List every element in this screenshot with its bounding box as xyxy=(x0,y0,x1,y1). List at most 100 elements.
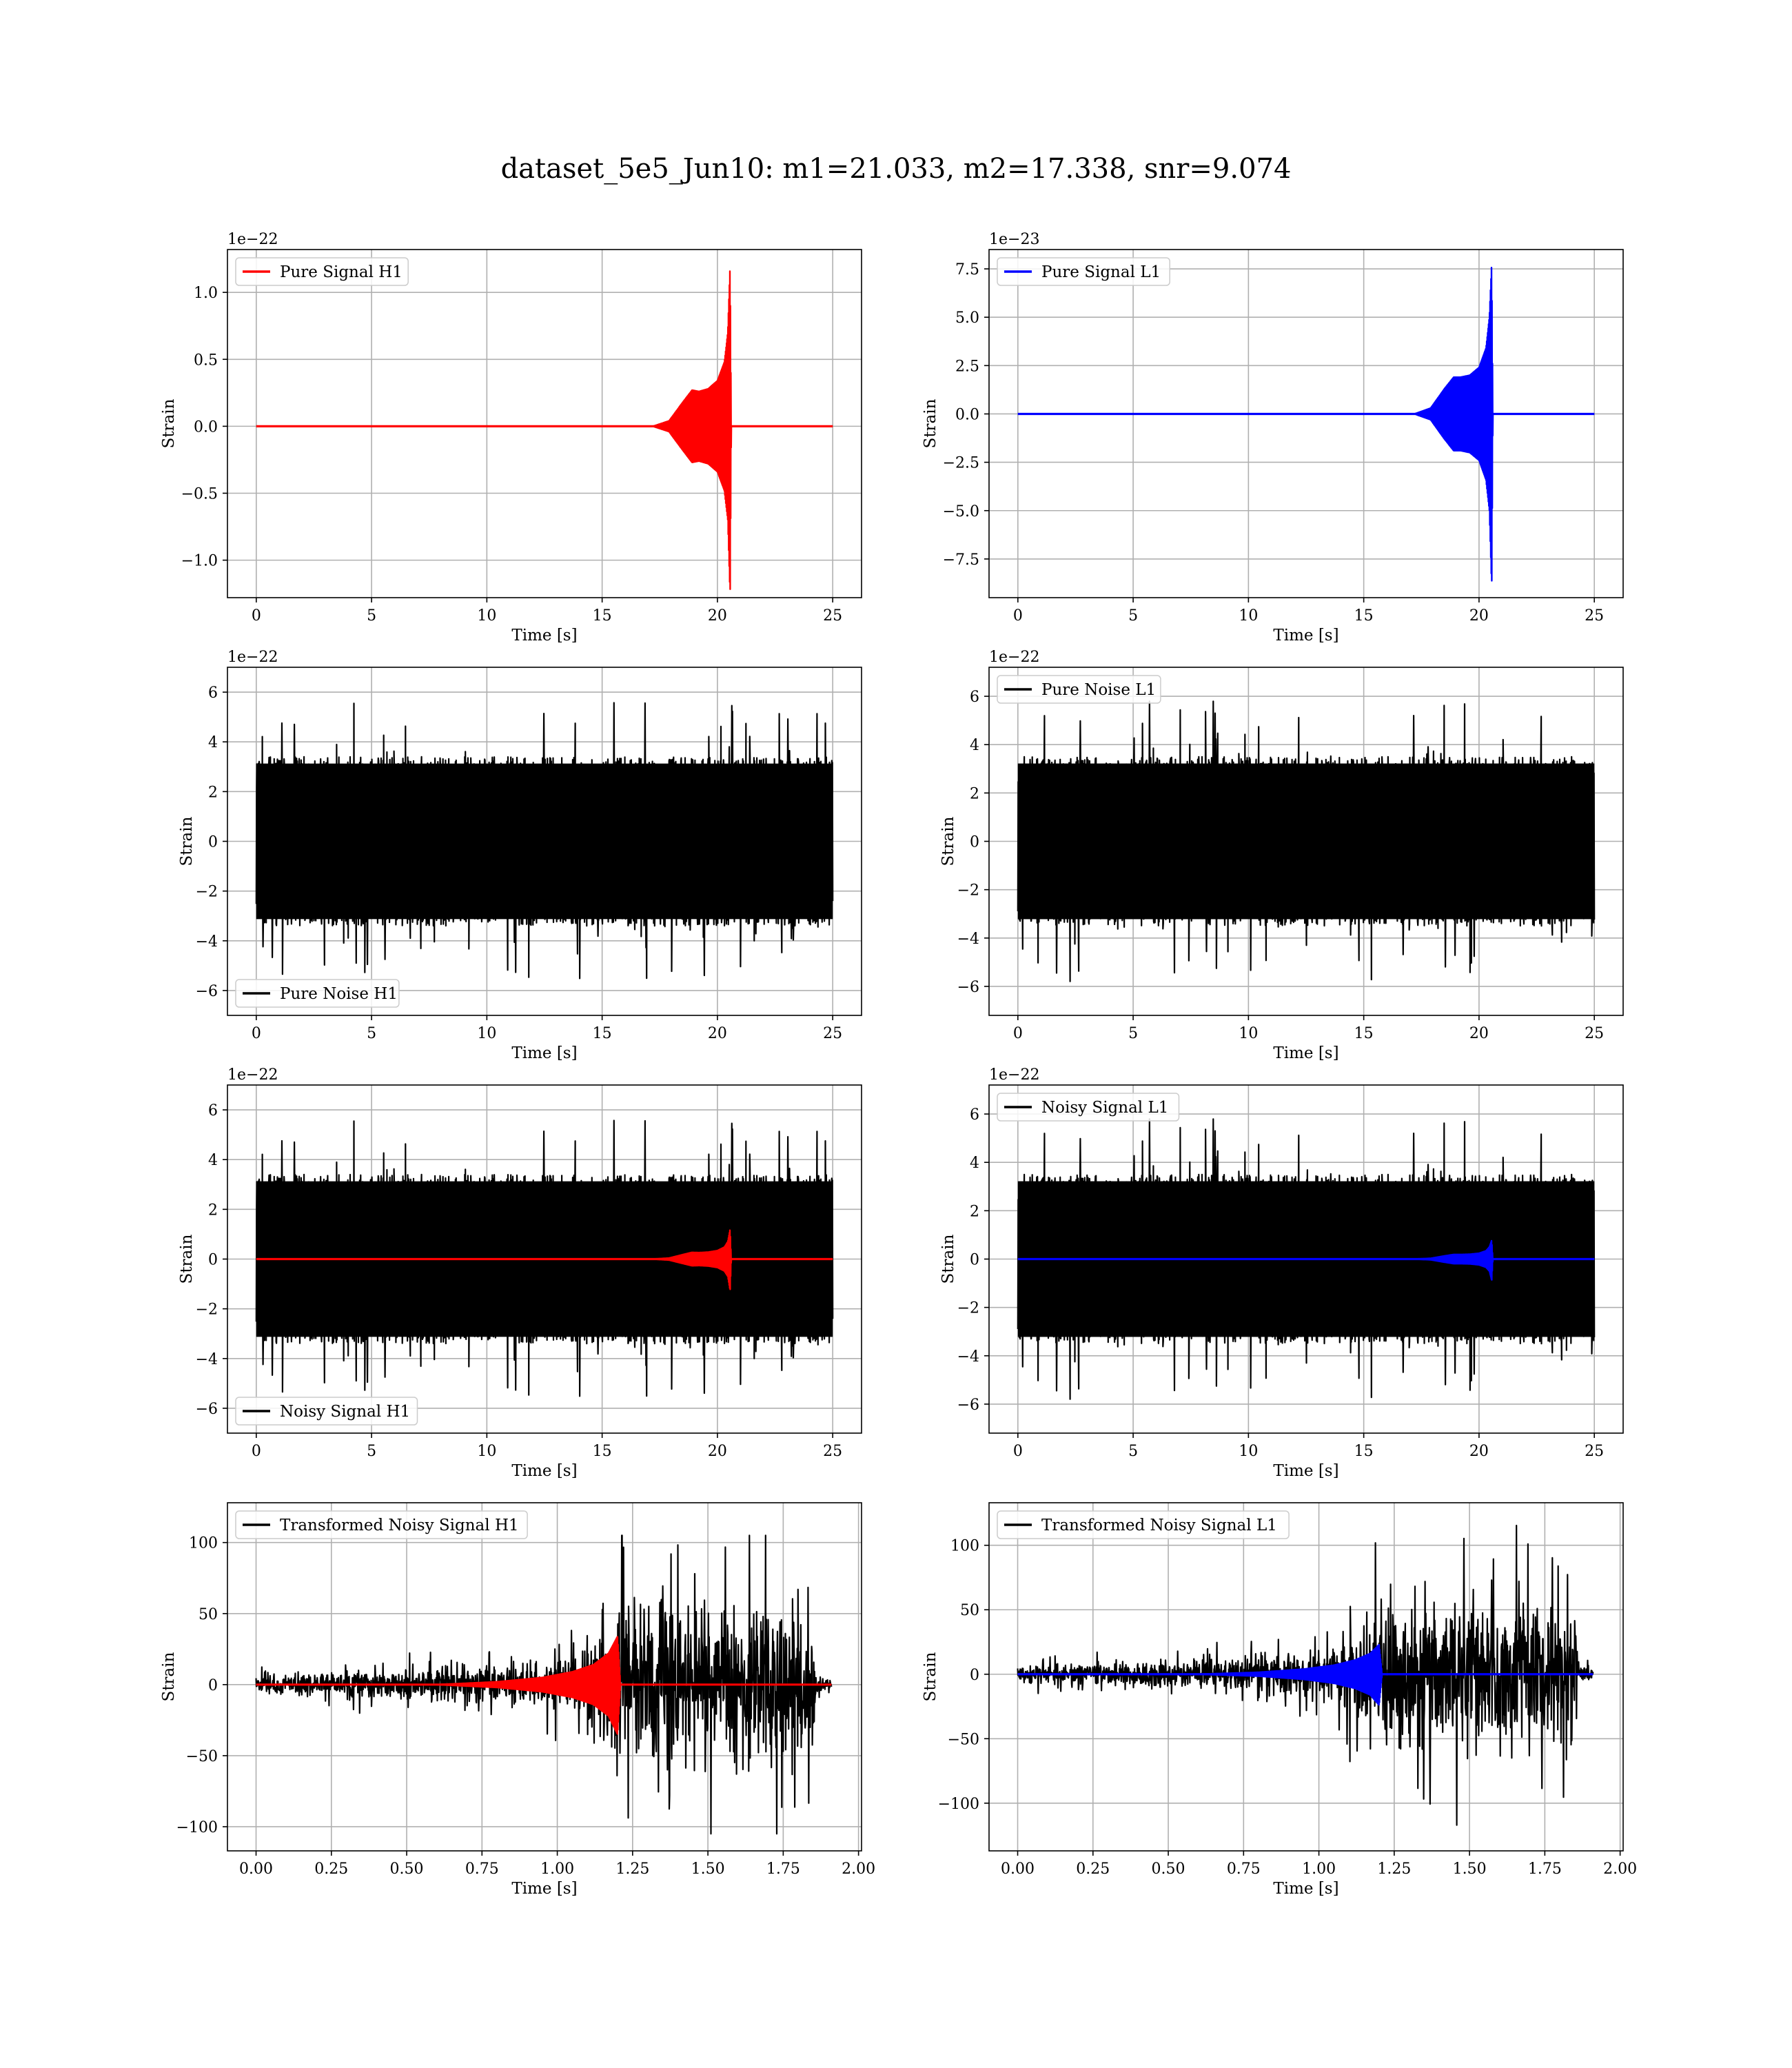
y-tick-label: −4 xyxy=(196,1351,218,1368)
legend: Pure Noise H1 xyxy=(235,979,400,1008)
y-tick-label: 4 xyxy=(208,1152,218,1169)
y-axis-label: Strain xyxy=(922,1652,939,1701)
legend-label: Noisy Signal H1 xyxy=(280,1403,410,1421)
subplot-2: 0 5 10 15 20 25 −7.5 −5.0 −2.5 0.0 2.5 5.0 7.5 Time [… xyxy=(922,231,1624,645)
subplot-7: 0.00 0.25 0.50 0.75 1.00 1.25 1.50 1.75 2.00 −100… xyxy=(160,1502,875,1898)
x-tick-label: 25 xyxy=(1585,1025,1604,1042)
series-1 xyxy=(1017,700,1596,982)
legend-box xyxy=(235,257,409,286)
legend: Pure Noise L1 xyxy=(997,675,1161,704)
subplot-3: 0 5 10 15 20 25 −6 −4 −2 0 2 4 6 Time [s] Strain 1e−22 P… xyxy=(178,649,862,1062)
x-tick-label: 10 xyxy=(477,1443,496,1460)
y-tick-label: 4 xyxy=(970,1155,979,1172)
y-tick-label: −2 xyxy=(196,1301,218,1319)
x-tick-label: 1.50 xyxy=(1453,1861,1487,1878)
legend-label: Transformed Noisy Signal H1 xyxy=(280,1517,519,1534)
x-tick-label: 0 xyxy=(1013,607,1023,625)
axes-frame xyxy=(988,1502,1624,1852)
axis-offset-text: 1e−22 xyxy=(227,649,278,666)
y-axis-label: Strain xyxy=(160,1652,178,1701)
x-tick-label: 1.50 xyxy=(691,1861,725,1878)
plot-area xyxy=(1017,267,1595,582)
y-tick-label: 0 xyxy=(208,1252,218,1269)
legend-label: Noisy Signal L1 xyxy=(1041,1099,1168,1117)
plot-area xyxy=(255,1119,834,1397)
y-axis-label: Strain xyxy=(939,1234,957,1284)
x-tick-label: 15 xyxy=(1354,607,1374,625)
y-tick-label: 6 xyxy=(970,1106,979,1124)
axes-frame xyxy=(988,249,1624,598)
subplot-6: 0 5 10 15 20 25 −6 −4 −2 0 2 4 6 Time [s] Strain 1e−22N… xyxy=(939,1066,1624,1480)
plot-area xyxy=(1017,1524,1594,1826)
x-tick-label: 25 xyxy=(823,607,842,625)
y-tick-label: 5.0 xyxy=(955,310,979,327)
series-line xyxy=(255,702,834,980)
x-tick-label: 2.00 xyxy=(842,1861,875,1878)
y-tick-label: −7.5 xyxy=(943,551,979,569)
y-tick-label: 2 xyxy=(208,784,218,801)
axes-frame xyxy=(227,667,862,1016)
y-tick-label: 0 xyxy=(970,834,979,851)
x-tick-label: 25 xyxy=(823,1025,842,1042)
legend-label: Pure Noise H1 xyxy=(280,985,398,1003)
plot-area xyxy=(255,702,834,980)
axis-offset-text: 1e−22 xyxy=(227,1066,278,1084)
legend-box xyxy=(997,1093,1180,1122)
plot-area xyxy=(256,270,833,590)
y-tick-label: 50 xyxy=(960,1602,979,1619)
y-tick-label: −100 xyxy=(176,1819,218,1836)
legend: Transformed Noisy Signal H1 xyxy=(235,1510,528,1539)
x-tick-label: 20 xyxy=(708,1025,727,1042)
legend-box xyxy=(997,675,1161,704)
x-tick-label: 5 xyxy=(1128,1025,1138,1042)
x-tick-label: 1.00 xyxy=(540,1861,574,1878)
plot-area xyxy=(1017,700,1596,982)
series-line xyxy=(1017,267,1595,582)
y-tick-label: −6 xyxy=(957,1397,979,1414)
y-tick-label: −100 xyxy=(938,1796,979,1813)
axes-frame xyxy=(988,1084,1624,1434)
x-tick-label: 15 xyxy=(593,607,612,625)
series-1 xyxy=(256,270,833,590)
x-axis-label: Time [s] xyxy=(1273,1044,1338,1062)
y-tick-label: 4 xyxy=(970,737,979,754)
x-axis-label: Time [s] xyxy=(511,1880,577,1898)
legend-box xyxy=(235,1397,418,1426)
x-tick-label: 0 xyxy=(1013,1443,1023,1460)
y-tick-label: 0 xyxy=(970,1252,979,1269)
series-line xyxy=(1017,1644,1594,1706)
y-tick-label: −5.0 xyxy=(943,503,979,520)
y-tick-label: 2.5 xyxy=(955,358,979,375)
x-tick-label: 1.25 xyxy=(615,1861,649,1878)
y-tick-label: −6 xyxy=(957,979,979,996)
x-tick-label: 10 xyxy=(477,607,496,625)
y-axis-label: Strain xyxy=(160,398,178,448)
x-tick-label: 25 xyxy=(1585,607,1604,625)
legend-box xyxy=(997,1510,1290,1539)
y-tick-label: 6 xyxy=(208,685,218,702)
x-tick-label: 0 xyxy=(252,1025,261,1042)
y-tick-label: −4 xyxy=(196,933,218,951)
y-tick-label: −2.5 xyxy=(943,455,979,472)
x-tick-label: 25 xyxy=(1585,1443,1604,1460)
x-tick-label: 0.75 xyxy=(1227,1861,1261,1878)
legend: Noisy Signal H1 xyxy=(235,1397,418,1426)
x-tick-label: 15 xyxy=(593,1025,612,1042)
x-tick-label: 0 xyxy=(252,1443,261,1460)
y-axis-label: Strain xyxy=(939,816,957,866)
x-tick-label: 0.25 xyxy=(314,1861,348,1878)
x-tick-label: 15 xyxy=(593,1443,612,1460)
legend-box xyxy=(235,1510,528,1539)
y-axis-label: Strain xyxy=(922,398,939,448)
axes-frame xyxy=(227,1502,862,1852)
series-line xyxy=(1017,1118,1596,1400)
y-axis-label: Strain xyxy=(178,816,196,866)
x-tick-label: 5 xyxy=(1128,607,1138,625)
y-tick-label: −6 xyxy=(196,983,218,1000)
x-tick-label: 10 xyxy=(1239,1443,1258,1460)
x-tick-label: 0.50 xyxy=(1152,1861,1185,1878)
legend-label: Transformed Noisy Signal L1 xyxy=(1041,1517,1277,1534)
x-tick-label: 0 xyxy=(1013,1025,1023,1042)
